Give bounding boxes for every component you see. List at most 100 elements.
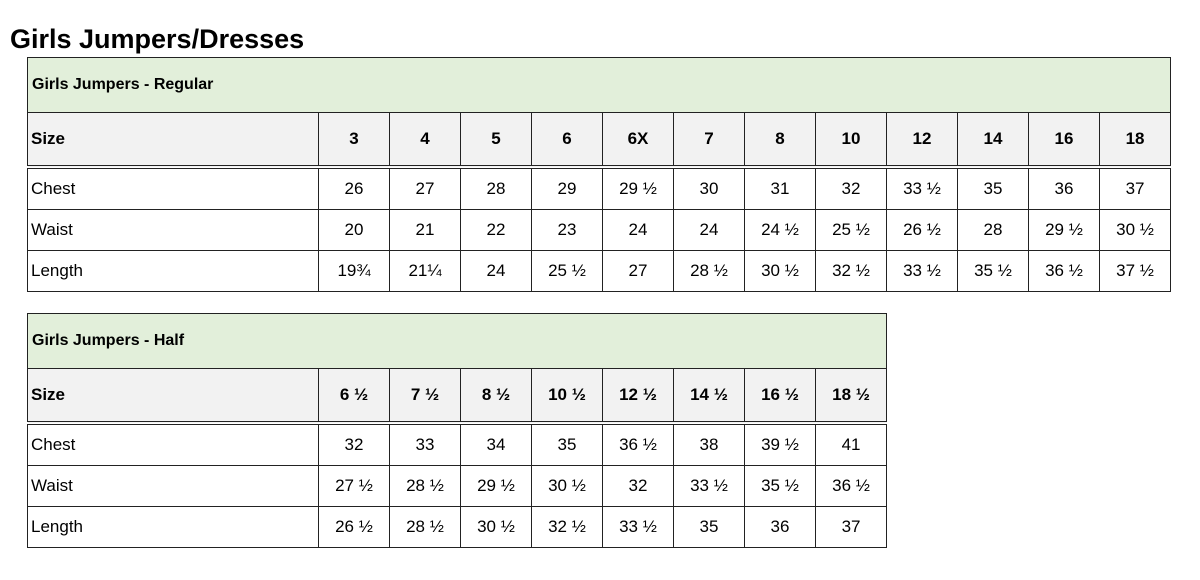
measurement-cell: 26 <box>318 166 390 210</box>
size-header-row: Size 3 4 5 6 6X 7 8 10 12 14 16 18 <box>27 112 1172 169</box>
size-header-cell: 3 <box>318 112 390 169</box>
measurement-cell: 25 ½ <box>531 250 603 292</box>
size-header-cell: 16 ½ <box>744 368 816 425</box>
measurement-cell: 24 <box>673 209 745 251</box>
table-row: Waist 20 21 22 23 24 24 24 ½ 25 ½ 26 ½ 28 29 ½ 30 ½ <box>27 209 1172 251</box>
measurement-cell: 28 <box>460 166 532 210</box>
measurement-cell: 35 <box>957 166 1029 210</box>
row-label: Waist <box>27 465 319 507</box>
measurement-cell: 35 ½ <box>957 250 1029 292</box>
measurement-cell: 31 <box>744 166 816 210</box>
measurement-cell: 35 <box>531 422 603 466</box>
measurement-cell: 29 ½ <box>460 465 532 507</box>
table-row: Chest 32 33 34 35 36 ½ 38 39 ½ 41 <box>27 422 888 466</box>
measurement-cell: 36 ½ <box>1028 250 1100 292</box>
measurement-cell: 30 ½ <box>744 250 816 292</box>
size-header-cell: 4 <box>389 112 461 169</box>
size-header-cell: 18 <box>1098 112 1172 169</box>
measurement-cell: 24 <box>460 250 532 292</box>
table-row: Chest 26 27 28 29 29 ½ 30 31 32 33 ½ 35 36 37 <box>27 166 1172 210</box>
table-title-row: Girls Jumpers - Regular <box>26 57 1172 113</box>
measurement-cell: 22 <box>460 209 532 251</box>
measurement-cell: 36 <box>744 506 816 548</box>
measurement-cell: 37 <box>814 506 888 548</box>
size-header-label: Size <box>27 368 319 425</box>
measurement-cell: 30 ½ <box>531 465 603 507</box>
size-header-cell: 14 ½ <box>673 368 745 425</box>
size-header-cell: 14 <box>957 112 1029 169</box>
measurement-cell: 27 <box>389 166 461 210</box>
measurement-cell: 30 <box>673 166 745 210</box>
measurement-cell: 28 ½ <box>389 465 461 507</box>
size-header-cell: 6X <box>602 112 674 169</box>
measurement-cell: 37 ½ <box>1098 250 1172 292</box>
size-header-cell: 8 <box>744 112 816 169</box>
size-header-cell: 10 ½ <box>531 368 603 425</box>
measurement-cell: 30 ½ <box>460 506 532 548</box>
size-header-cell: 6 ½ <box>318 368 390 425</box>
measurement-cell: 29 ½ <box>602 166 674 210</box>
measurement-cell: 20 <box>318 209 390 251</box>
measurement-cell: 26 ½ <box>318 506 390 548</box>
measurement-cell: 33 ½ <box>886 250 958 292</box>
measurement-cell: 21¼ <box>389 250 461 292</box>
measurement-cell: 27 ½ <box>318 465 390 507</box>
measurement-cell: 24 ½ <box>744 209 816 251</box>
size-header-cell: 12 <box>886 112 958 169</box>
row-label: Chest <box>27 166 319 210</box>
size-header-cell: 10 <box>815 112 887 169</box>
measurement-cell: 28 ½ <box>389 506 461 548</box>
measurement-cell: 32 ½ <box>531 506 603 548</box>
measurement-cell: 37 <box>1098 166 1172 210</box>
measurement-cell: 32 ½ <box>815 250 887 292</box>
measurement-cell: 28 <box>957 209 1029 251</box>
measurement-cell: 36 ½ <box>814 465 888 507</box>
measurement-cell: 35 <box>673 506 745 548</box>
page-title: Girls Jumpers/Dresses <box>10 24 305 54</box>
measurement-cell: 32 <box>602 465 674 507</box>
size-header-cell: 6 <box>531 112 603 169</box>
size-header-cell: 7 ½ <box>389 368 461 425</box>
size-header-cell: 7 <box>673 112 745 169</box>
measurement-cell: 33 ½ <box>886 166 958 210</box>
measurement-cell: 26 ½ <box>886 209 958 251</box>
measurement-cell: 36 ½ <box>602 422 674 466</box>
table-title: Girls Jumpers - Regular <box>26 57 1172 113</box>
measurement-cell: 39 ½ <box>744 422 816 466</box>
measurement-cell: 33 ½ <box>673 465 745 507</box>
measurement-cell: 29 <box>531 166 603 210</box>
measurement-cell: 23 <box>531 209 603 251</box>
measurement-cell: 27 <box>602 250 674 292</box>
table-row: Length 26 ½ 28 ½ 30 ½ 32 ½ 33 ½ 35 36 37 <box>27 506 888 548</box>
table-title: Girls Jumpers - Half <box>26 313 888 369</box>
measurement-cell: 33 ½ <box>602 506 674 548</box>
measurement-cell: 25 ½ <box>815 209 887 251</box>
measurement-cell: 28 ½ <box>673 250 745 292</box>
table-row: Waist 27 ½ 28 ½ 29 ½ 30 ½ 32 33 ½ 35 ½ 36 ½ <box>27 465 888 507</box>
measurement-cell: 36 <box>1028 166 1100 210</box>
measurement-cell: 24 <box>602 209 674 251</box>
size-header-cell: 16 <box>1028 112 1100 169</box>
measurement-cell: 21 <box>389 209 461 251</box>
table-row: Length 19¾ 21¼ 24 25 ½ 27 28 ½ 30 ½ 32 ½ 33 ½ 35 ½… <box>27 250 1172 292</box>
measurement-cell: 29 ½ <box>1028 209 1100 251</box>
table-title-row: Girls Jumpers - Half <box>26 313 888 369</box>
size-header-cell: 12 ½ <box>602 368 674 425</box>
measurement-cell: 32 <box>815 166 887 210</box>
measurement-cell: 35 ½ <box>744 465 816 507</box>
size-header-cell: 18 ½ <box>814 368 888 425</box>
measurement-cell: 41 <box>814 422 888 466</box>
size-header-cell: 8 ½ <box>460 368 532 425</box>
measurement-cell: 32 <box>318 422 390 466</box>
size-header-label: Size <box>27 112 319 169</box>
row-label: Waist <box>27 209 319 251</box>
measurement-cell: 33 <box>389 422 461 466</box>
size-header-cell: 5 <box>460 112 532 169</box>
row-label: Length <box>27 250 319 292</box>
row-label: Length <box>27 506 319 548</box>
measurement-cell: 38 <box>673 422 745 466</box>
measurement-cell: 19¾ <box>318 250 390 292</box>
row-label: Chest <box>27 422 319 466</box>
